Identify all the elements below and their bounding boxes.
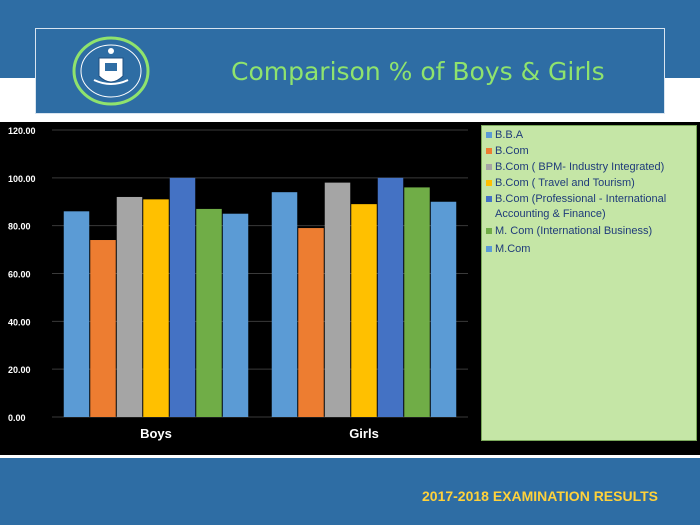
bar	[298, 228, 324, 417]
bar	[377, 177, 404, 417]
bar-chart: 0.00 20.00 40.00 60.00 80.00 100.00 120.00 Boys…	[8, 126, 468, 441]
bar	[90, 240, 116, 417]
chart-legend: B.B.A B.Com B.Com ( BPM- Industry Integrat…	[481, 125, 697, 441]
legend-label: M. Com (International Business)	[495, 225, 653, 237]
bar	[351, 204, 377, 417]
bar	[116, 196, 143, 417]
title-panel: Comparison % of Boys & Girls	[35, 28, 665, 114]
legend-swatch	[486, 148, 492, 154]
y-tick-label: 80.00	[8, 222, 31, 232]
y-tick-label: 40.00	[8, 317, 31, 327]
bar	[404, 187, 430, 417]
y-tick-label: 60.00	[8, 270, 31, 280]
legend-swatch	[486, 164, 492, 170]
bar	[63, 211, 90, 417]
legend-label: B.B.A	[495, 129, 524, 141]
page-title: Comparison % of Boys & Girls	[231, 57, 605, 86]
y-tick-label: 120.00	[8, 126, 36, 136]
legend-swatch	[486, 132, 492, 138]
y-tick-label: 0.00	[8, 413, 26, 423]
footer-band: 2017-2018 EXAMINATION RESULTS	[0, 458, 700, 525]
bar	[196, 208, 222, 417]
x-tick-label: Girls	[349, 426, 379, 441]
bar	[324, 182, 351, 417]
y-tick-label: 100.00	[8, 174, 36, 184]
legend-swatch	[486, 196, 492, 202]
legend-label: M.Com	[495, 243, 531, 255]
legend-label: B.Com	[495, 145, 529, 157]
bar	[271, 192, 298, 417]
legend-swatch	[486, 228, 492, 234]
bar	[143, 199, 169, 417]
legend-label: B.Com (Professional - International Acco…	[495, 193, 667, 220]
footer-title: 2017-2018 EXAMINATION RESULTS	[422, 488, 658, 504]
bar	[430, 201, 457, 417]
bar	[169, 177, 196, 417]
y-tick-label: 20.00	[8, 365, 31, 375]
legend-swatch	[486, 246, 492, 252]
legend-label: B.Com ( Travel and Tourism)	[495, 177, 635, 189]
legend-swatch	[486, 180, 492, 186]
bar	[222, 213, 249, 417]
x-tick-label: Boys	[140, 426, 172, 441]
college-crest-icon	[72, 36, 150, 106]
legend-label: B.Com ( BPM- Industry Integrated)	[495, 161, 665, 173]
